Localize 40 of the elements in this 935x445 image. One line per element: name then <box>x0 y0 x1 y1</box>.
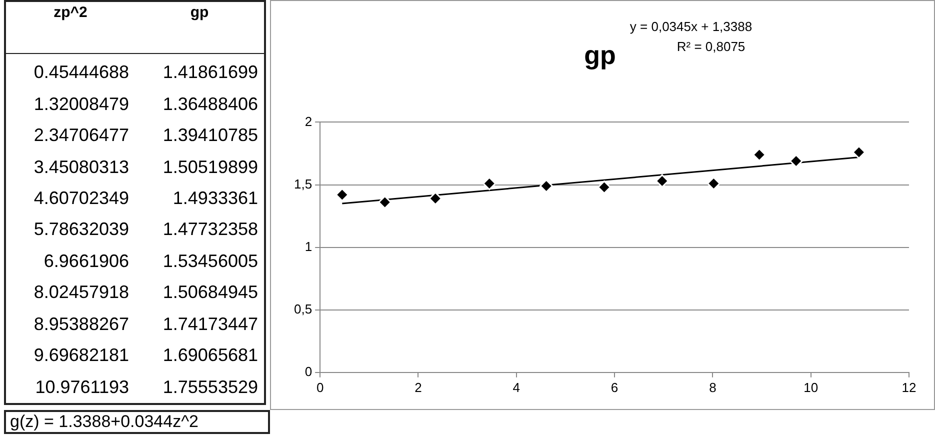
x-tick-label: 10 <box>804 380 818 395</box>
text: 3.45080313 <box>32 156 130 178</box>
text: 1.50519899 <box>162 156 259 178</box>
text: 1.39410785 <box>162 125 259 146</box>
text: 10.9761193 <box>34 376 130 398</box>
text: 1.53456005 <box>162 250 259 272</box>
x-tick-label: 2 <box>414 380 422 395</box>
y-tick-label: 1 <box>304 238 312 254</box>
text: zp^2 <box>6 2 135 54</box>
text: R² = 0,8075 <box>676 39 746 54</box>
text: 9.69682181 <box>32 345 130 366</box>
text: 1.32008479 <box>32 94 130 115</box>
text: 0.45444688 <box>32 62 130 84</box>
y-tick-label: 0 <box>304 364 312 379</box>
y-tick-label: 2 <box>304 114 312 129</box>
x-tick-label: 4 <box>512 380 520 395</box>
text: 1.47732358 <box>162 219 259 240</box>
x-tick-label: 6 <box>610 380 618 395</box>
text: 1.75553529 <box>162 376 259 398</box>
x-tick-label: 8 <box>709 380 716 395</box>
text: 1.41861699 <box>162 62 259 84</box>
text: 1.36488406 <box>162 94 259 115</box>
text: 4.60702349 <box>32 188 130 210</box>
text: g(z) = 1.3388+0.0344z^2 <box>4 410 270 434</box>
text: gp <box>135 2 264 54</box>
chart-title: gp <box>584 40 616 70</box>
text: 1.74173447 <box>162 314 259 335</box>
y-tick-label: 1,5 <box>294 176 312 192</box>
text: y = 0,0345x + 1,3388 <box>630 19 752 34</box>
x-tick-label: 0 <box>316 380 324 395</box>
text: 6.9661906 <box>42 250 130 272</box>
text: 8.02457918 <box>32 282 130 304</box>
text: 2.34706477 <box>32 125 130 146</box>
text: 1.4933361 <box>172 188 259 210</box>
text: 5.78632039 <box>32 219 130 240</box>
y-tick-label: 0,5 <box>294 301 312 316</box>
text: 8.95388267 <box>32 314 130 335</box>
x-tick-label: 12 <box>902 380 916 395</box>
text: 1.69065681 <box>162 345 259 366</box>
text: 1.50684945 <box>162 282 259 304</box>
